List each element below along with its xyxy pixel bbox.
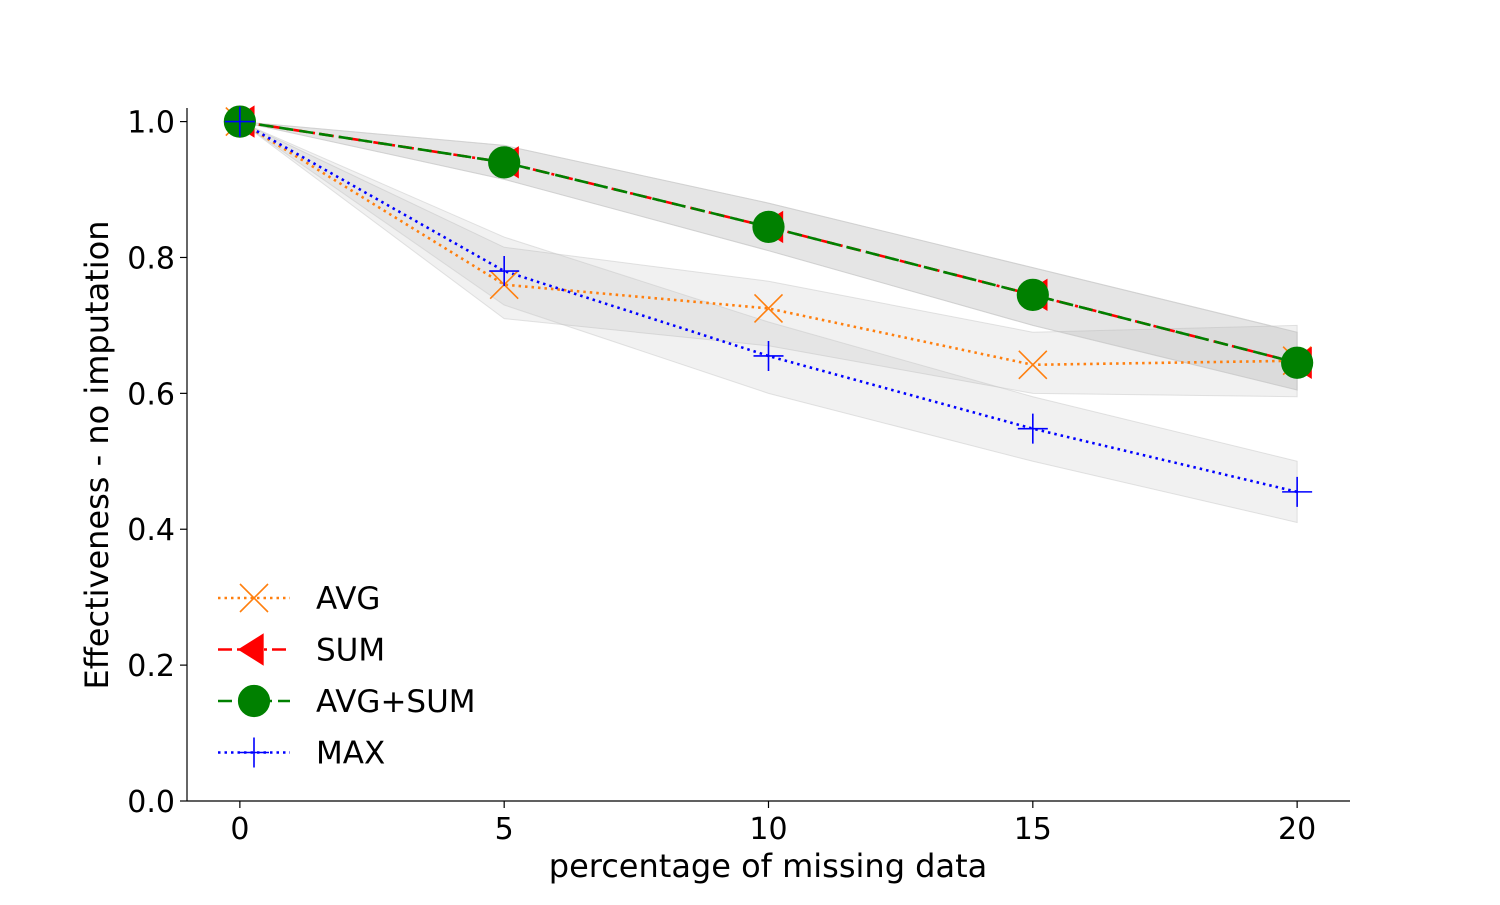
axes: 0 5 10 15 20 0.0 0.2 0.4 0.6 0.8 1.0 percentage o… <box>78 106 1350 885</box>
data-point-max <box>489 256 520 287</box>
legend-label: AVG <box>316 581 380 617</box>
series-markers <box>223 105 1314 507</box>
series-line-max <box>239 120 1298 494</box>
y-tick-label: 1.0 <box>127 106 175 141</box>
y-tick-label: 0.6 <box>127 377 175 412</box>
x-ticks: 0 5 10 15 20 <box>230 801 1316 847</box>
legend-marker <box>237 633 264 666</box>
data-point-avg <box>1018 350 1048 380</box>
x-tick-label: 5 <box>495 812 514 847</box>
x-tick-label: 0 <box>230 812 249 847</box>
data-point-avg-sum <box>1281 346 1314 379</box>
data-point-avg-sum <box>752 210 785 243</box>
y-tick-label: 0.0 <box>127 785 175 820</box>
x-tick-label: 10 <box>749 812 787 847</box>
data-point-avg-sum <box>488 146 521 179</box>
data-point-avg-sum <box>1016 278 1049 311</box>
legend-label: MAX <box>316 736 385 772</box>
x-tick-label: 15 <box>1014 812 1052 847</box>
y-axis-label: Effectiveness - no imputation <box>78 221 116 690</box>
legend-item-max: MAX <box>218 736 385 772</box>
legend-label: AVG+SUM <box>316 684 476 720</box>
legend-item-sum: SUM <box>218 633 385 669</box>
y-tick-label: 0.8 <box>127 241 175 276</box>
data-point-avg <box>753 293 784 323</box>
series-lines <box>239 120 1298 494</box>
data-point-max <box>1017 413 1048 444</box>
x-axis-label: percentage of missing data <box>549 847 988 885</box>
legend-label: SUM <box>316 633 385 669</box>
data-point-max <box>1282 476 1313 507</box>
y-ticks: 0.0 0.2 0.4 0.6 0.8 1.0 <box>127 106 187 820</box>
y-tick-label: 0.2 <box>127 649 175 684</box>
legend-item-avg-sum: AVG+SUM <box>218 684 476 720</box>
legend-item-avg: AVG <box>218 581 380 617</box>
series-line-avg-sum <box>239 120 1298 365</box>
data-point-max <box>753 340 784 371</box>
legend-marker <box>237 684 271 718</box>
legend: AVG SUM AVG+SUM MAX <box>218 581 476 772</box>
legend-marker <box>239 737 269 768</box>
legend-marker <box>239 583 269 613</box>
y-tick-label: 0.4 <box>127 513 175 548</box>
x-tick-label: 20 <box>1278 812 1316 847</box>
data-point-max <box>224 106 255 137</box>
